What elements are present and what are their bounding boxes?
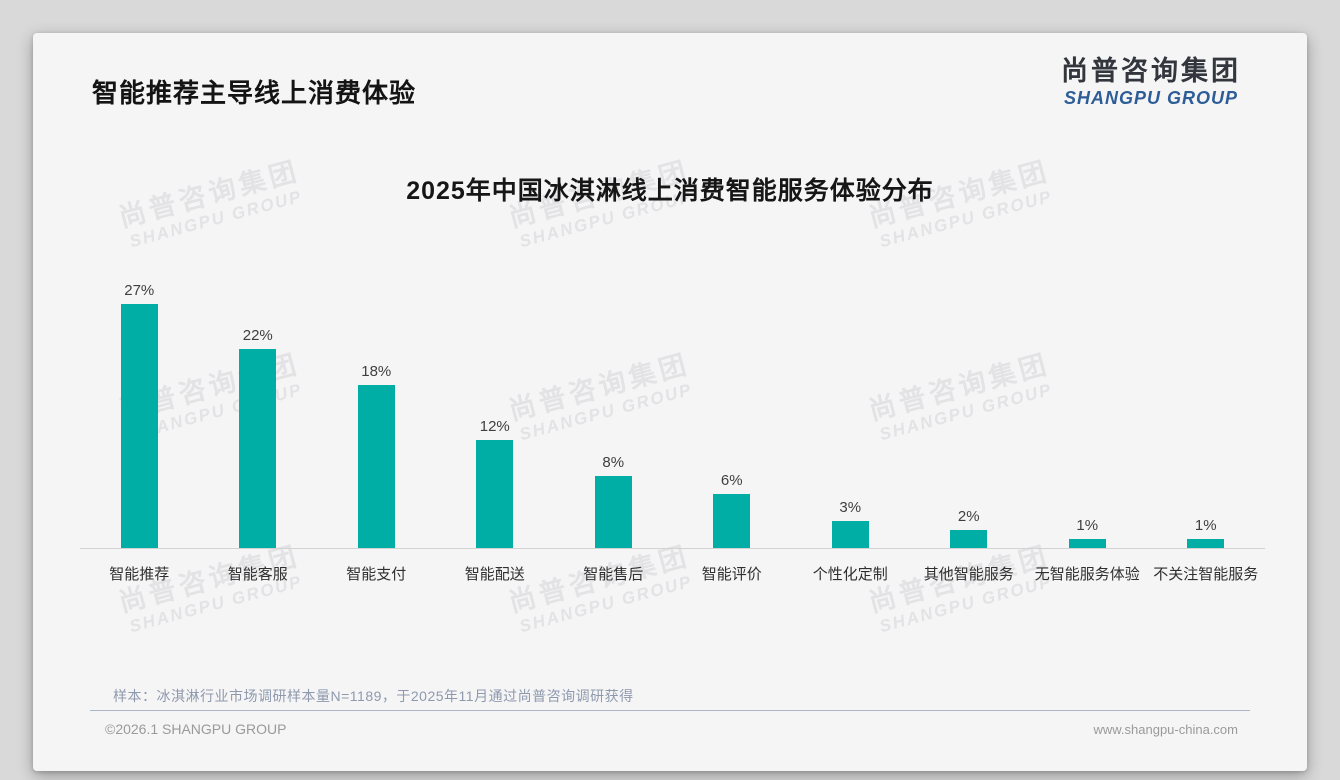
watermark: 尚普咨询集团 SHANGPU GROUP xyxy=(849,536,1075,642)
bar xyxy=(239,349,277,548)
bar-value-label: 12% xyxy=(479,418,510,435)
bar-value-label: 8% xyxy=(602,454,625,471)
category-label: 个性化定制 xyxy=(812,566,888,583)
page-title: 智能推荐主导线上消费体验 xyxy=(92,78,417,108)
bar-value-label: 6% xyxy=(720,472,743,489)
bar-column: 1% xyxy=(1028,259,1147,548)
category-label: 不关注智能服务 xyxy=(1153,566,1259,583)
bar-value-label: 1% xyxy=(1194,517,1217,534)
bar-column: 6% xyxy=(673,259,792,548)
category-label: 其他智能服务 xyxy=(923,566,1014,583)
company-logo: 尚普咨询集团 SHANGPU GROUP xyxy=(1061,56,1241,108)
bar-column: 22% xyxy=(199,259,318,548)
bar-column: 8% xyxy=(554,259,673,548)
bar-column: 2% xyxy=(910,259,1029,548)
x-axis-category-labels: 智能推荐 智能客服 智能支付 智能配送 智能售后 智能评价 个性化定制 其他智能服务 无智能服务… xyxy=(80,563,1265,584)
bar-column: 18% xyxy=(317,259,436,548)
category-label: 智能客服 xyxy=(227,566,288,583)
bar xyxy=(357,385,395,548)
category-label: 智能配送 xyxy=(464,566,525,583)
bar xyxy=(120,304,158,548)
bar xyxy=(713,494,751,548)
bar-value-label: 2% xyxy=(957,508,980,525)
category-label: 智能推荐 xyxy=(109,566,170,583)
bar-column: 27% xyxy=(80,259,199,548)
watermark: 尚普咨询集团 SHANGPU GROUP xyxy=(99,536,325,642)
bar xyxy=(594,476,632,548)
bar xyxy=(831,521,869,548)
copyright-text: ©2026.1 SHANGPU GROUP xyxy=(105,721,287,737)
category-label: 智能评价 xyxy=(701,566,762,583)
bar-column: 1% xyxy=(1147,259,1266,548)
bar xyxy=(1187,539,1225,548)
slide-card: 尚普咨询集团 SHANGPU GROUP 尚普咨询集团 SHANGPU GROUP 尚普… xyxy=(33,33,1307,771)
category-label: 智能售后 xyxy=(583,566,644,583)
category-label: 智能支付 xyxy=(346,566,407,583)
logo-chinese-text: 尚普咨询集团 xyxy=(1061,56,1241,86)
sample-footnote: 样本：冰淇淋行业市场调研样本量N=1189，于2025年11月通过尚普咨询调研获… xyxy=(113,688,634,704)
bar xyxy=(950,530,988,548)
bar xyxy=(1068,539,1106,548)
website-url: www.shangpu-china.com xyxy=(1093,722,1238,737)
bar-value-label: 1% xyxy=(1076,517,1099,534)
bar-column: 3% xyxy=(791,259,910,548)
footer-divider xyxy=(90,710,1250,711)
logo-english-text: SHANGPU GROUP xyxy=(1063,87,1238,108)
bar xyxy=(476,440,514,548)
bar-value-label: 18% xyxy=(361,363,392,380)
category-label: 无智能服务体验 xyxy=(1034,566,1140,583)
bar-value-label: 3% xyxy=(839,499,862,516)
bar-value-label: 22% xyxy=(242,327,273,344)
chart-title: 2025年中国冰淇淋线上消费智能服务体验分布 xyxy=(406,177,934,205)
bar-column: 12% xyxy=(436,259,555,548)
bar-value-label: 27% xyxy=(124,282,155,299)
bar-chart-plot-area: 27% 22% 18% 12% 8% 6% 3% 2% 1% 1% xyxy=(80,259,1265,549)
watermark: 尚普咨询集团 SHANGPU GROUP xyxy=(489,536,715,642)
